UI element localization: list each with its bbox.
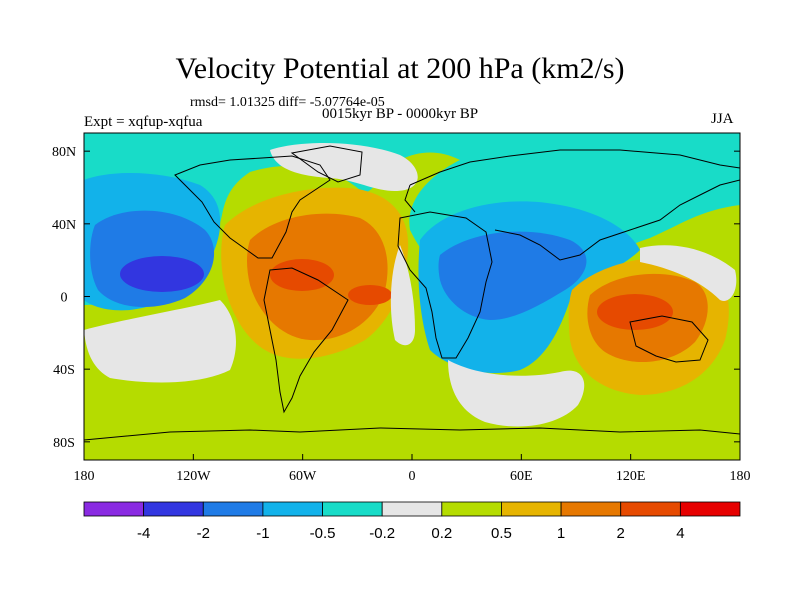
coastlines bbox=[84, 145, 740, 441]
colorbar-swatch bbox=[679, 501, 741, 517]
colorbar-swatch bbox=[441, 501, 502, 517]
x-tick-label: 120W bbox=[176, 469, 211, 484]
chart-title: Velocity Potential at 200 hPa (km2/s) bbox=[175, 52, 625, 85]
contour-atlantic-core-1 bbox=[270, 259, 334, 291]
y-axis: 80N 40N 0 40S 80S bbox=[52, 145, 740, 451]
contour-north-cyan bbox=[84, 133, 740, 305]
experiment-label: Expt = xqfup-xqfua bbox=[84, 114, 203, 130]
y-tick-label: 80N bbox=[52, 145, 76, 160]
contour-neutral-south bbox=[448, 360, 585, 427]
colorbar-swatch bbox=[143, 501, 204, 517]
contour-africa-blue bbox=[438, 231, 587, 320]
colorbar-swatch bbox=[381, 501, 443, 517]
map-field bbox=[84, 133, 740, 460]
x-tick-label: 60E bbox=[510, 469, 533, 484]
colorbar-label: 1 bbox=[557, 525, 565, 542]
colorbar-swatch bbox=[202, 501, 264, 517]
x-tick-label: 0 bbox=[409, 469, 416, 484]
y-tick-label: 80S bbox=[53, 436, 75, 451]
colorbar: -4 -2 -1 -0.5 -0.2 0.2 0.5 1 2 4 bbox=[83, 501, 741, 542]
coast-africa bbox=[397, 211, 493, 359]
coast-south-america bbox=[263, 267, 349, 414]
colorbar-label: -1 bbox=[256, 525, 269, 542]
chart-subtitle: 0015kyr BP - 0000kyr BP bbox=[322, 106, 479, 122]
colorbar-label: -2 bbox=[197, 525, 210, 542]
colorbar-swatch bbox=[620, 501, 681, 517]
coast-antarctica bbox=[84, 427, 740, 441]
x-axis: 180 120W 60W 0 60E 120E 180 bbox=[74, 454, 751, 484]
stats-text: rmsd= 1.01325 diff= -5.07764e-05 bbox=[190, 95, 385, 110]
colorbar-swatch bbox=[262, 501, 323, 517]
x-tick-label: 180 bbox=[74, 469, 95, 484]
colorbar-swatch bbox=[322, 501, 383, 517]
colorbar-swatch bbox=[501, 501, 562, 517]
contour-neutral-eastpac bbox=[84, 300, 236, 383]
contour-neutral-afr-west bbox=[390, 245, 415, 346]
y-tick-label: 40N bbox=[52, 218, 76, 233]
contour-atlantic-core-2 bbox=[348, 285, 392, 305]
colorbar-label: 0.2 bbox=[431, 525, 452, 542]
colorbar-label: -4 bbox=[137, 525, 150, 542]
contour-pacific-core bbox=[120, 256, 204, 292]
colorbar-label: 2 bbox=[617, 525, 625, 542]
x-tick-label: 60W bbox=[289, 469, 317, 484]
coast-greenland bbox=[290, 145, 363, 183]
y-tick-label: 0 bbox=[61, 291, 68, 306]
colorbar-label: 0.5 bbox=[491, 525, 512, 542]
coast-australia bbox=[629, 315, 709, 363]
season-label: JJA bbox=[711, 111, 734, 127]
colorbar-label: -0.2 bbox=[369, 525, 395, 542]
y-tick-label: 40S bbox=[53, 363, 75, 378]
contour-neutral-wpac bbox=[640, 245, 737, 301]
contour-indo-core bbox=[597, 294, 673, 330]
colorbar-label: -0.5 bbox=[310, 525, 336, 542]
colorbar-swatch bbox=[83, 501, 145, 517]
x-tick-label: 180 bbox=[730, 469, 751, 484]
contour-neutral-greenland bbox=[270, 143, 418, 192]
colorbar-label: 4 bbox=[676, 525, 684, 542]
colorbar-swatch bbox=[560, 501, 622, 517]
x-tick-label: 120E bbox=[616, 469, 646, 484]
coast-north-america bbox=[174, 155, 331, 259]
coast-eurasia bbox=[404, 149, 740, 261]
